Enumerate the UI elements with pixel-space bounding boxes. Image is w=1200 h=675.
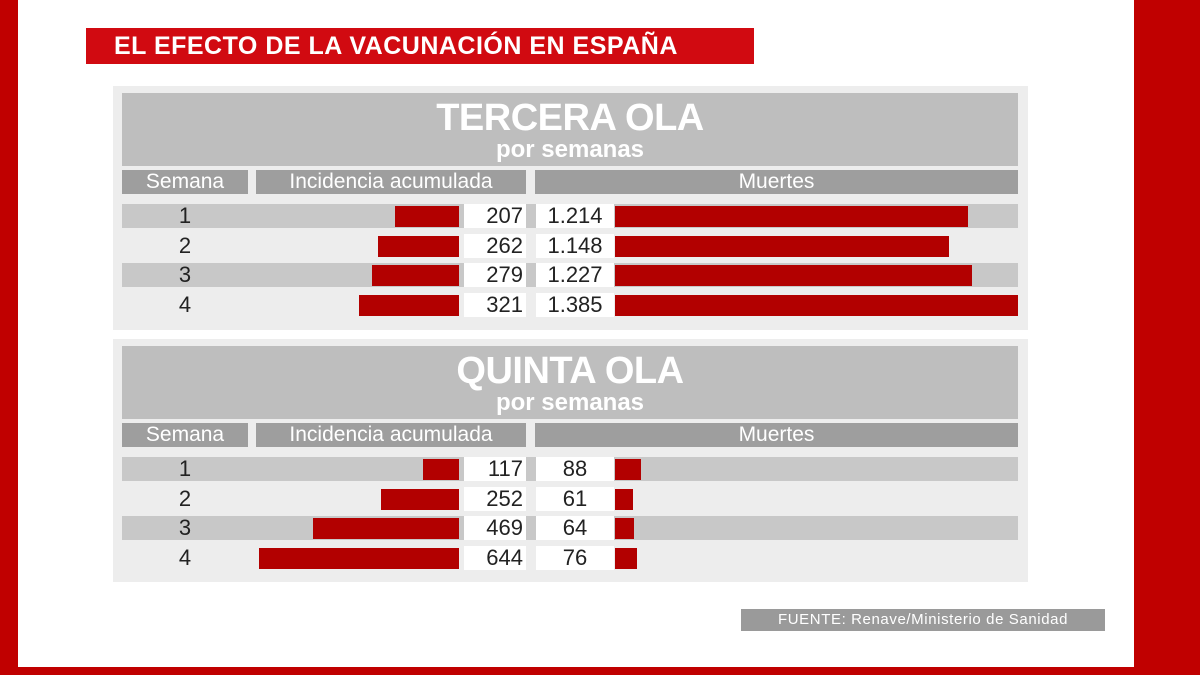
wave-title: QUINTA OLA <box>456 350 684 392</box>
incidence-bar <box>259 548 459 569</box>
deaths-bar <box>615 265 973 286</box>
incidence-value: 252 <box>464 487 526 511</box>
red-frame-left <box>0 0 18 675</box>
deaths-bar <box>615 489 633 510</box>
week-label: 3 <box>178 515 192 540</box>
column-header-muertes: Muertes <box>535 170 1018 194</box>
tercera-ola-panel: TERCERA OLA por semanas Semana Incidenci… <box>113 86 1028 330</box>
incidence-bar <box>380 489 459 510</box>
table-row: 4 321 1.385 <box>122 293 1018 317</box>
incidence-value: 644 <box>464 546 526 570</box>
wave-header: QUINTA OLA por semanas <box>122 346 1018 419</box>
column-header-incidencia: Incidencia acumulada <box>256 423 526 447</box>
table-row: 1 117 88 <box>122 457 1018 481</box>
table-row: 4 644 76 <box>122 546 1018 570</box>
deaths-bar <box>615 459 641 480</box>
incidence-bar <box>313 518 459 539</box>
week-label: 1 <box>178 203 192 228</box>
week-label: 4 <box>178 292 192 317</box>
incidence-bar <box>422 459 459 480</box>
deaths-value: 1.227 <box>536 263 614 287</box>
deaths-bar <box>615 295 1018 316</box>
wave-header: TERCERA OLA por semanas <box>122 93 1018 166</box>
deaths-bar <box>615 548 638 569</box>
wave-title: TERCERA OLA <box>436 97 704 139</box>
week-label: 1 <box>178 456 192 481</box>
week-label: 2 <box>178 233 192 258</box>
deaths-value: 1.148 <box>536 234 614 258</box>
table-row: 1 207 1.214 <box>122 204 1018 228</box>
incidence-value: 207 <box>464 204 526 228</box>
deaths-bar <box>615 236 950 257</box>
week-label: 3 <box>178 262 192 287</box>
incidence-value: 321 <box>464 293 526 317</box>
incidence-bar <box>359 295 459 316</box>
table-row: 3 279 1.227 <box>122 263 1018 287</box>
deaths-bar <box>615 518 634 539</box>
incidence-value: 117 <box>464 457 526 481</box>
wave-subtitle: por semanas <box>495 136 645 163</box>
week-label: 2 <box>178 486 192 511</box>
deaths-value: 1.385 <box>536 293 614 317</box>
column-header-semana: Semana <box>122 170 248 194</box>
source-label: FUENTE: Renave/Ministerio de Sanidad <box>741 609 1105 631</box>
table-row: 3 469 64 <box>122 516 1018 540</box>
column-header-muertes: Muertes <box>535 423 1018 447</box>
incidence-bar <box>394 206 459 227</box>
deaths-value: 61 <box>536 487 614 511</box>
deaths-bar <box>615 206 969 227</box>
column-header-incidencia: Incidencia acumulada <box>256 170 526 194</box>
table-row: 2 262 1.148 <box>122 234 1018 258</box>
main-title: EL EFECTO DE LA VACUNACIÓN EN ESPAÑA <box>86 28 754 64</box>
incidence-value: 279 <box>464 263 526 287</box>
incidence-bar <box>372 265 459 286</box>
incidence-value: 469 <box>464 516 526 540</box>
deaths-value: 1.214 <box>536 204 614 228</box>
deaths-value: 76 <box>536 546 614 570</box>
table-row: 2 252 61 <box>122 487 1018 511</box>
red-frame-bottom <box>0 667 1200 675</box>
red-frame-right <box>1134 0 1200 675</box>
week-label: 4 <box>178 545 192 570</box>
deaths-value: 88 <box>536 457 614 481</box>
column-header-semana: Semana <box>122 423 248 447</box>
deaths-value: 64 <box>536 516 614 540</box>
incidence-value: 262 <box>464 234 526 258</box>
quinta-ola-panel: QUINTA OLA por semanas Semana Incidencia… <box>113 339 1028 582</box>
wave-subtitle: por semanas <box>495 389 645 416</box>
incidence-bar <box>377 236 459 257</box>
